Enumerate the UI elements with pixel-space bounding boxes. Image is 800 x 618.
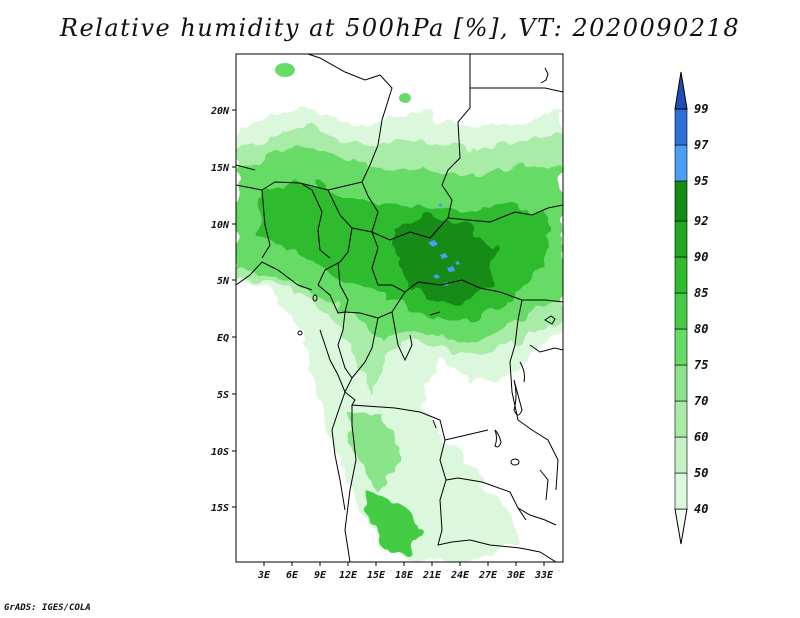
lat-label: EQ xyxy=(217,333,229,344)
lat-label: 5N xyxy=(217,276,230,287)
rh-patch xyxy=(399,93,411,103)
colorbar-arrow-bottom xyxy=(674,508,688,545)
colorbar-label: 80 xyxy=(694,322,708,336)
lat-label: 15S xyxy=(211,503,229,514)
colorbar-label: 97 xyxy=(694,138,709,152)
colorbar-segment xyxy=(674,472,688,510)
rh-blue-spots xyxy=(428,203,460,286)
colorbar-segment xyxy=(674,292,688,330)
colorbar-segment xyxy=(674,328,688,366)
grads-credit: GrADS: IGES/COLA xyxy=(4,603,91,613)
lon-label: 15E xyxy=(367,570,386,581)
lon-axis: 3E 6E 9E 12E 15E 18E 21E 24E 27E 30E 33E xyxy=(257,562,554,581)
lon-label: 12E xyxy=(339,570,358,581)
lon-label: 3E xyxy=(257,570,271,581)
lon-label: 6E xyxy=(286,570,299,581)
lon-label: 30E xyxy=(506,570,526,581)
colorbar-label: 95 xyxy=(694,174,708,188)
colorbar-label: 70 xyxy=(694,394,708,408)
rh-shade-extra xyxy=(345,410,400,490)
lon-label: 18E xyxy=(395,570,414,581)
lat-label: 20N xyxy=(210,106,230,117)
lat-label: 10S xyxy=(211,447,229,458)
colorbar-segment xyxy=(674,180,688,222)
country-borders xyxy=(236,54,563,562)
colorbar-segment xyxy=(674,144,688,182)
lakes-islands xyxy=(297,67,556,466)
colorbar-label: 50 xyxy=(694,466,708,480)
lon-label: 9E xyxy=(314,570,327,581)
colorbar-label: 40 xyxy=(694,502,708,516)
lat-label: 5S xyxy=(217,390,229,401)
lat-label: 15N xyxy=(211,163,230,174)
colorbar-segment xyxy=(674,400,688,438)
lat-label: 10N xyxy=(211,220,230,231)
colorbar-label: 75 xyxy=(694,358,708,372)
colorbar-label: 92 xyxy=(694,214,708,228)
colorbar-segment xyxy=(674,108,688,146)
colorbar-arrow-top xyxy=(674,71,688,110)
colorbar-segment xyxy=(674,364,688,402)
chart-title: Relative humidity at 500hPa [%], VT: 202… xyxy=(59,14,741,42)
rh-shade-south xyxy=(365,490,420,555)
colorbar-label: 60 xyxy=(694,430,708,444)
lat-axis: 20N 15N 10N 5N EQ 5S 10S 15S xyxy=(210,106,236,514)
lon-label: 24E xyxy=(450,570,470,581)
colorbar-segment xyxy=(674,256,688,294)
colorbar-label: 99 xyxy=(694,102,708,116)
colorbar: 40 50 60 70 75 80 85 90 92 95 97 99 xyxy=(674,71,709,545)
colorbar-segment xyxy=(674,220,688,258)
colorbar-label: 90 xyxy=(694,250,708,264)
colorbar-segment xyxy=(674,436,688,474)
colorbar-label: 85 xyxy=(694,286,708,300)
map-frame-border xyxy=(235,53,564,563)
lon-label: 21E xyxy=(422,570,442,581)
rh-patch xyxy=(275,63,295,77)
lon-label: 27E xyxy=(478,570,498,581)
lon-label: 33E xyxy=(534,570,554,581)
